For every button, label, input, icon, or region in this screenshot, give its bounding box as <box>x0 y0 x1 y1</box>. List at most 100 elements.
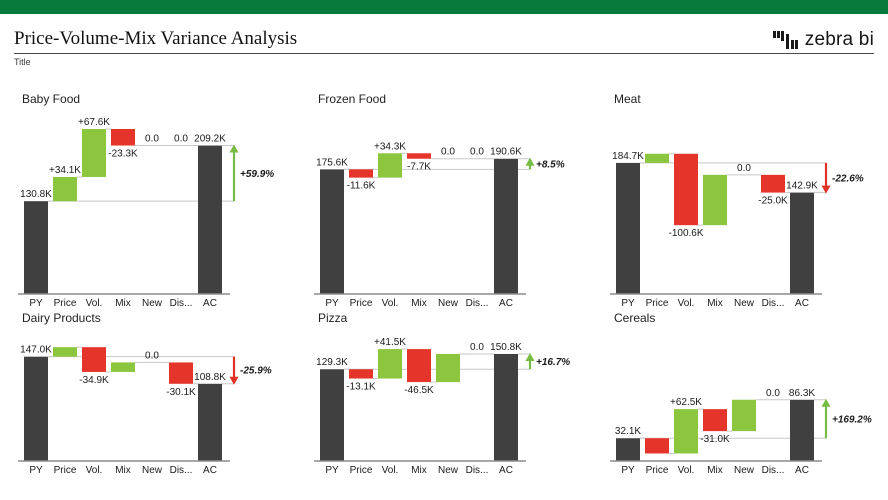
bar-py[interactable] <box>320 169 344 294</box>
value-label-vol-: -34.9K <box>79 375 109 386</box>
variance-label: -25.9% <box>240 366 272 377</box>
axis-label-vol-: Vol. <box>678 298 695 309</box>
bar-new[interactable] <box>436 353 460 383</box>
bar-vol-[interactable] <box>82 347 106 372</box>
waterfall-plot: PY Price Vol. Mix New Dis... AC 130.8K +34.1K +67… <box>18 117 274 309</box>
axis-label-mix: Mix <box>115 298 131 309</box>
axis-label-py: PY <box>29 298 43 309</box>
bar-ac[interactable] <box>494 353 518 461</box>
chart-baby-food: Baby Food PY Price Vol. Mix New Dis... AC 130.8K… <box>0 88 296 310</box>
axis-label-vol-: Vol. <box>678 465 695 476</box>
bar-vol-[interactable] <box>674 153 698 226</box>
value-label-ac: 86.3K <box>789 388 815 399</box>
axis-label-dis-: Dis... <box>466 298 489 309</box>
bar-ac[interactable] <box>494 158 518 294</box>
bar-mix[interactable] <box>407 349 431 383</box>
value-label-ac: 209.2K <box>194 134 226 145</box>
axis-label-dis-: Dis... <box>762 298 785 309</box>
bar-ac[interactable] <box>790 399 814 461</box>
bar-ac[interactable] <box>198 383 222 461</box>
bar-price[interactable] <box>349 169 373 178</box>
bar-py[interactable] <box>616 162 640 294</box>
value-label-dis-: 0.0 <box>470 147 484 158</box>
axis-label-price: Price <box>54 465 77 476</box>
value-label-py: 130.8K <box>20 189 52 200</box>
bar-ac[interactable] <box>198 145 222 294</box>
value-label-py: 147.0K <box>20 345 52 356</box>
waterfall-bars-icon <box>772 31 798 49</box>
bar-mix[interactable] <box>703 174 727 226</box>
axis-label-mix: Mix <box>707 465 723 476</box>
bar-vol-[interactable] <box>674 409 698 454</box>
axis-label-mix: Mix <box>707 298 723 309</box>
bar-dis-[interactable] <box>761 174 785 193</box>
axis-label-price: Price <box>646 465 669 476</box>
bar-mix[interactable] <box>111 362 135 372</box>
axis-label-ac: AC <box>499 298 513 309</box>
axis-label-mix: Mix <box>115 465 131 476</box>
value-label-mix: -23.3K <box>108 149 138 160</box>
bar-price[interactable] <box>349 369 373 379</box>
value-label-price: -13.1K <box>346 382 376 393</box>
axis-label-dis-: Dis... <box>170 298 193 309</box>
axis-label-vol-: Vol. <box>86 298 103 309</box>
bar-vol-[interactable] <box>378 349 402 379</box>
chart-title: Cereals <box>614 311 656 325</box>
variance-label: -22.6% <box>832 173 864 184</box>
bar-mix[interactable] <box>407 153 431 159</box>
chart-pizza: Pizza PY Price Vol. Mix New Dis... AC 129.3K -13.… <box>296 308 592 480</box>
axis-label-new: New <box>142 298 163 309</box>
axis-label-price: Price <box>646 298 669 309</box>
value-label-vol-: +62.5K <box>670 397 702 408</box>
value-label-dis-: -30.1K <box>166 387 196 398</box>
axis-label-ac: AC <box>795 298 809 309</box>
bar-py[interactable] <box>24 201 48 294</box>
value-label-ac: 190.6K <box>490 147 522 158</box>
bar-py[interactable] <box>24 356 48 461</box>
axis-label-price: Price <box>350 465 373 476</box>
bar-vol-[interactable] <box>82 129 106 177</box>
arrow-up-icon <box>525 157 535 166</box>
axis-label-ac: AC <box>203 298 217 309</box>
top-accent-bar <box>0 0 888 14</box>
axis-label-py: PY <box>325 298 339 309</box>
chart-dairy-products: Dairy Products PY Price Vol. Mix New Dis... AC 1… <box>0 308 296 480</box>
axis-label-vol-: Vol. <box>382 465 399 476</box>
axis-label-mix: Mix <box>411 465 427 476</box>
bar-py[interactable] <box>616 438 640 461</box>
axis-label-py: PY <box>325 465 339 476</box>
chart-title: Baby Food <box>22 92 81 106</box>
bar-price[interactable] <box>645 153 669 163</box>
chart-title: Meat <box>614 92 641 106</box>
axis-label-new: New <box>734 298 755 309</box>
value-label-new: 0.0 <box>145 350 159 361</box>
arrow-up-icon <box>229 144 239 153</box>
bar-price[interactable] <box>53 347 77 357</box>
bar-price[interactable] <box>53 176 77 202</box>
value-label-py: 175.6K <box>316 157 348 168</box>
bar-vol-[interactable] <box>378 153 402 178</box>
axis-label-dis-: Dis... <box>170 465 193 476</box>
variance-label: +16.7% <box>536 357 570 368</box>
chart-title: Dairy Products <box>22 311 101 325</box>
bar-mix[interactable] <box>111 129 135 146</box>
value-label-vol-: -100.6K <box>668 228 703 239</box>
value-label-new: 0.0 <box>145 134 159 145</box>
axis-label-dis-: Dis... <box>762 465 785 476</box>
value-label-vol-: +41.5K <box>374 337 406 348</box>
value-label-py: 129.3K <box>316 357 348 368</box>
bar-new[interactable] <box>732 399 756 432</box>
value-label-dis-: -25.0K <box>758 196 788 207</box>
chart-title: Pizza <box>318 311 348 325</box>
axis-label-new: New <box>438 298 459 309</box>
value-label-ac: 150.8K <box>490 342 522 353</box>
bar-price[interactable] <box>645 438 669 454</box>
value-label-ac: 108.8K <box>194 372 226 383</box>
value-label-price: -11.6K <box>347 181 376 192</box>
bar-dis-[interactable] <box>169 362 193 384</box>
bar-py[interactable] <box>320 369 344 461</box>
bar-ac[interactable] <box>790 192 814 294</box>
bar-mix[interactable] <box>703 409 727 432</box>
zebra-bi-wordmark: zebra bi <box>804 29 874 50</box>
